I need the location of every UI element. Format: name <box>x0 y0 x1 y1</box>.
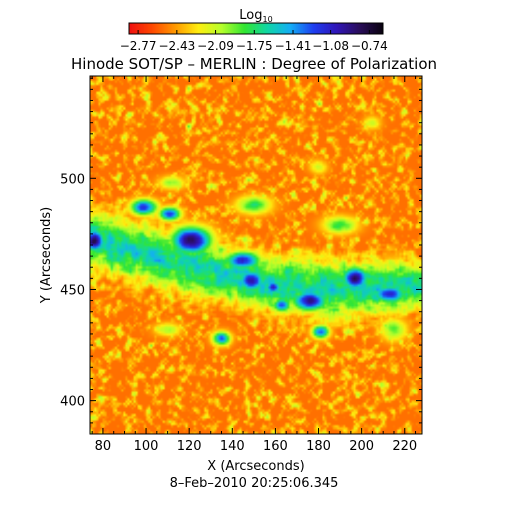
colorbar-ticks: −2.77 −2.43 −2.09 −1.75 −1.41 −1.08 −0.74 <box>120 30 388 53</box>
colorbar: Log10 −2.77 −2.43 −2.09 −1.75 −1.41 −1.08 −0.7… <box>120 8 388 53</box>
x-tick-label: 100 <box>134 439 159 454</box>
y-axis-label: Y (Arcseconds) <box>39 207 54 304</box>
x-tick-label: 180 <box>306 439 331 454</box>
colorbar-tick-label: −1.75 <box>236 39 273 53</box>
y-tick-label: 450 <box>60 283 85 298</box>
x-tick-label: 160 <box>263 439 288 454</box>
plot-frame <box>89 75 423 435</box>
heatmap-image <box>90 76 422 434</box>
x-tick-label: 80 <box>95 439 112 454</box>
colorbar-label: Log10 <box>239 8 272 24</box>
x-axis: 80 100 120 140 160 180 200 220 <box>91 76 417 454</box>
colorbar-tick-label: −0.74 <box>351 39 388 53</box>
x-tick-label: 120 <box>177 439 202 454</box>
colorbar-tick-label: −2.77 <box>120 39 157 53</box>
colorbar-tick-label: −2.43 <box>158 39 195 53</box>
date-label: 8–Feb–2010 20:25:06.345 <box>170 476 339 491</box>
colorbar-tick-label: −1.41 <box>275 39 312 53</box>
x-axis-label: X (Arcseconds) <box>207 459 304 474</box>
colorbar-tick-label: −1.08 <box>312 39 349 53</box>
colorbar-frame <box>128 22 384 35</box>
y-tick-label: 400 <box>60 395 85 410</box>
chart-title: Hinode SOT/SP – MERLIN : Degree of Polar… <box>71 55 437 73</box>
y-axis: 400 450 500 <box>60 77 422 424</box>
x-tick-label: 140 <box>220 439 245 454</box>
y-tick-label: 500 <box>60 172 85 187</box>
colorbar-tick-label: −2.09 <box>197 39 234 53</box>
colorbar-gradient <box>129 23 383 34</box>
x-tick-label: 220 <box>392 439 417 454</box>
x-tick-label: 200 <box>349 439 374 454</box>
